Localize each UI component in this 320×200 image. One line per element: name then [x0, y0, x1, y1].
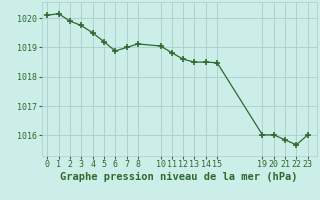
X-axis label: Graphe pression niveau de la mer (hPa): Graphe pression niveau de la mer (hPa): [60, 172, 298, 182]
